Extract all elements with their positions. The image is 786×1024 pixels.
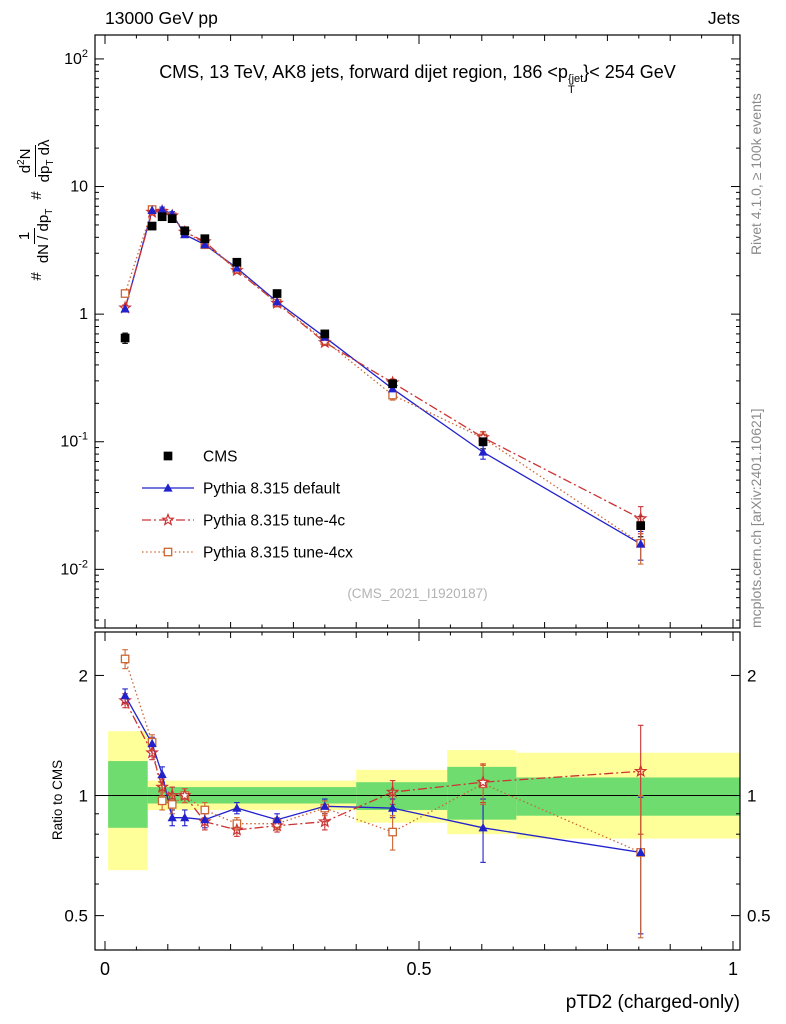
ylabel-frac1-denominator: dN / dpT: [35, 208, 55, 264]
ratio-uncertainty-bands: [108, 731, 740, 871]
series-markers-pythia_4c: [118, 204, 648, 525]
svg-text:1: 1: [728, 959, 738, 979]
svg-text:0.5: 0.5: [64, 907, 88, 926]
legend-item-pythia_4cx: Pythia 8.315 tune-4cx: [142, 545, 353, 562]
legend-item-pythia_default: Pythia 8.315 default: [142, 481, 341, 498]
ylabel-frac1-numerator: 1: [16, 227, 35, 245]
series-line-pythia_4c: [122, 208, 644, 535]
svg-text:10-2: 10-2: [60, 558, 88, 578]
ratio-panel-series: [118, 649, 648, 939]
panel-frames: [94, 34, 741, 951]
svg-text:1: 1: [79, 787, 88, 806]
main-y-axis-label: # 1 dN / dpT # d2N dpT dλ: [4, 30, 68, 390]
svg-text:Pythia 8.315 tune-4cx: Pythia 8.315 tune-4cx: [203, 545, 353, 562]
plot-title-supsub: {jet T: [568, 74, 583, 96]
ylabel-fraction-1: 1 dN / dpT: [16, 209, 56, 263]
ratio-y-axis-label: Ratio to CMS: [50, 759, 65, 841]
ylabel-fraction-2: d2N dpT dλ: [15, 139, 57, 183]
ylabel-hash-1: #: [27, 272, 45, 281]
ylabel-frac2-numerator: d2N: [15, 144, 36, 178]
series-markers-pythia_default: [120, 690, 646, 857]
main-panel-series: [118, 204, 648, 565]
axis-ticks: [95, 35, 740, 950]
series-line-pythia_4cx: [122, 206, 644, 565]
series-line-cms: [122, 213, 644, 538]
svg-text:0.5: 0.5: [406, 959, 431, 979]
svg-text:CMS: CMS: [203, 449, 237, 466]
analysis-id-watermark: (CMS_2021_I1920187): [347, 586, 488, 601]
svg-text:102: 102: [64, 48, 88, 68]
legend: CMS Pythia 8.315 default Pythia 8.315 tune…: [142, 449, 353, 562]
plot-title-pre: CMS, 13 TeV, AK8 jets, forward dijet reg…: [159, 62, 568, 82]
plot-title: CMS, 13 TeV, AK8 jets, forward dijet reg…: [95, 62, 740, 96]
svg-text:1: 1: [747, 787, 756, 806]
svg-text:2: 2: [747, 666, 756, 685]
series-markers-pythia_default: [120, 204, 646, 548]
svg-text:1: 1: [79, 306, 88, 323]
svg-text:2: 2: [79, 666, 88, 685]
svg-text:0.5: 0.5: [747, 907, 771, 926]
plot-title-sub: T: [567, 84, 575, 96]
main-y-axis-label-content: # 1 dN / dpT # d2N dpT dλ: [4, 30, 68, 390]
beam-energy-label: 13000 GeV pp: [105, 8, 218, 28]
series-markers-cms: [120, 212, 646, 530]
legend-item-pythia_4c: Pythia 8.315 tune-4c: [142, 513, 345, 530]
svg-text:Pythia 8.315 default: Pythia 8.315 default: [203, 481, 341, 498]
plot-title-sup: {jet: [567, 73, 584, 85]
svg-text:10: 10: [70, 179, 88, 196]
ylabel-hash-2: #: [27, 191, 45, 200]
x-axis-label: pTD2 (charged-only): [565, 992, 740, 1013]
plot-title-post: }< 254 GeV: [583, 62, 676, 82]
process-label: Jets: [707, 8, 740, 28]
ylabel-frac2-denominator: dpT dλ: [35, 139, 56, 183]
legend-item-cms: CMS: [163, 449, 237, 466]
svg-text:0: 0: [100, 959, 110, 979]
tick-labels: 102 10 1 10-1 10-2 0.5 0.5 1 1 2 2 0 0.5 1: [60, 48, 770, 979]
svg-text:10-1: 10-1: [60, 431, 88, 451]
series-line-pythia_default: [122, 206, 644, 561]
svg-text:Pythia 8.315 tune-4c: Pythia 8.315 tune-4c: [203, 513, 345, 530]
